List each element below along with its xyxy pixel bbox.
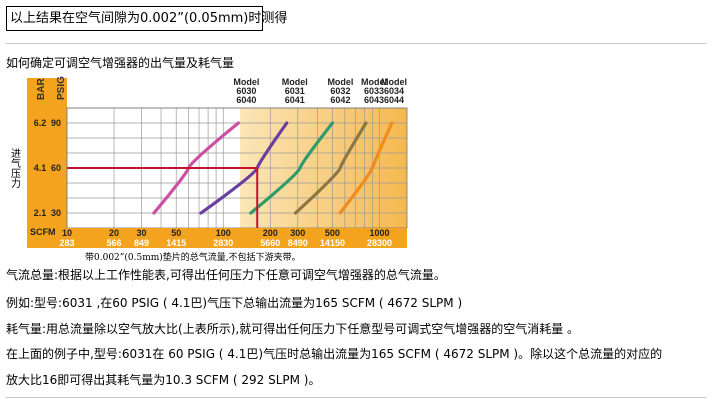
slpm-tick-label: 2830 <box>213 238 233 248</box>
scfm-tick-label: 50 <box>171 228 181 238</box>
slpm-tick-label: 5660 <box>260 238 280 248</box>
model-number-2: 6043 <box>364 95 384 105</box>
series-curve <box>293 121 368 215</box>
bottom-divider <box>6 397 706 398</box>
y-axis-label: 进气压力 <box>9 148 21 189</box>
model-number-2: 6042 <box>330 95 350 105</box>
model-number-1: 6031 <box>285 86 305 96</box>
scfm-tick-label: 300 <box>290 228 305 238</box>
flow-axis-band <box>27 228 407 248</box>
series-curve <box>249 121 335 215</box>
scfm-tick-label: 200 <box>263 228 278 238</box>
psig-tick-label: 30 <box>51 208 61 218</box>
paragraph-example-consumption-2: 放大比16即可得出其耗气量为10.3 SCFM ( 292 SLPM )。 <box>6 373 321 387</box>
slpm-tick-label: 566 <box>107 238 122 248</box>
model-labels: Model60306040Model60316041Model60326042M… <box>233 77 407 105</box>
paragraph-total-flow: 气流总量:根据以上工作性能表,可得出任何压力下任意可调空气增强器的总气流量。 <box>6 268 446 282</box>
bar-tick-label: 2.1 <box>34 208 47 218</box>
scfm-tick-label: 20 <box>109 228 119 238</box>
scfm-tick-label: 10 <box>62 228 72 238</box>
paragraph-example-consumption-1: 在上面的例子中,型号:6031在 60 PSIG ( 4.1巴)气压时总输出流量… <box>6 347 663 361</box>
slpm-tick-label: 28300 <box>367 238 392 248</box>
model-header-band <box>67 78 407 108</box>
top-divider <box>6 43 706 44</box>
scfm-tick-label: 500 <box>325 228 340 238</box>
slpm-tick-label: 14150 <box>320 238 345 248</box>
flow-chart: 进气压力 BAR PSIG 6.2 904.1 602.1 30 Model60306… <box>9 76 408 263</box>
slpm-tick-label: 849 <box>134 238 149 248</box>
model-label: Model <box>361 77 387 87</box>
model-number-2: 6041 <box>285 95 305 105</box>
pressure-unit-column <box>27 78 67 228</box>
scfm-unit-label: SCFM <box>30 227 56 237</box>
section-heading: 如何确定可调空气增强器的出气量及耗气量 <box>6 56 235 70</box>
psig-tick-label: 60 <box>51 163 61 173</box>
model-number-1: 6033 <box>364 86 384 96</box>
model-label: Model <box>282 77 308 87</box>
model-number-1: 6032 <box>330 86 350 96</box>
example-lines <box>67 167 259 228</box>
scfm-tick-label: 100 <box>216 228 231 238</box>
model-number-2: 6040 <box>236 95 256 105</box>
model-label: Model <box>327 77 353 87</box>
model-label: Model <box>233 77 259 87</box>
slpm-tick-label: 1415 <box>166 238 186 248</box>
chart-footnote: 带0.002”(0.5mm)垫片的总气流量,不包括下游夹带。 <box>85 251 301 263</box>
bar-tick-label: 6.2 <box>34 118 47 128</box>
slpm-tick-label: 8490 <box>288 238 308 248</box>
series-curve <box>338 121 394 215</box>
bar-tick-label: 4.1 <box>34 163 47 173</box>
bar-unit-label: BAR <box>36 78 47 100</box>
paragraph-example: 例如:型号:6031 ,在60 PSIG ( 4.1巴)气压下总输出流量为165… <box>6 296 463 310</box>
paragraph-consumption: 耗气量:用总流量除以空气放大比(上表所示),就可得出任何压力下任意型号可调式空气… <box>6 322 580 336</box>
model-number-1: 6030 <box>236 86 256 96</box>
model-label: Model <box>381 77 407 87</box>
psig-tick-label: 90 <box>51 118 61 128</box>
scfm-tick-label: 1000 <box>369 228 389 238</box>
psig-unit-label: PSIG <box>56 76 67 100</box>
model-number-2: 6044 <box>384 95 404 105</box>
scfm-tick-label: 30 <box>137 228 147 238</box>
result-condition-note: 以上结果在空气间隙为0.002”(0.05mm)时测得 <box>6 6 287 31</box>
slpm-tick-label: 283 <box>59 238 74 248</box>
model-number-1: 6034 <box>384 86 404 96</box>
y-tick-labels: 6.2 90 4.1 60 2.1 30 <box>34 118 61 218</box>
